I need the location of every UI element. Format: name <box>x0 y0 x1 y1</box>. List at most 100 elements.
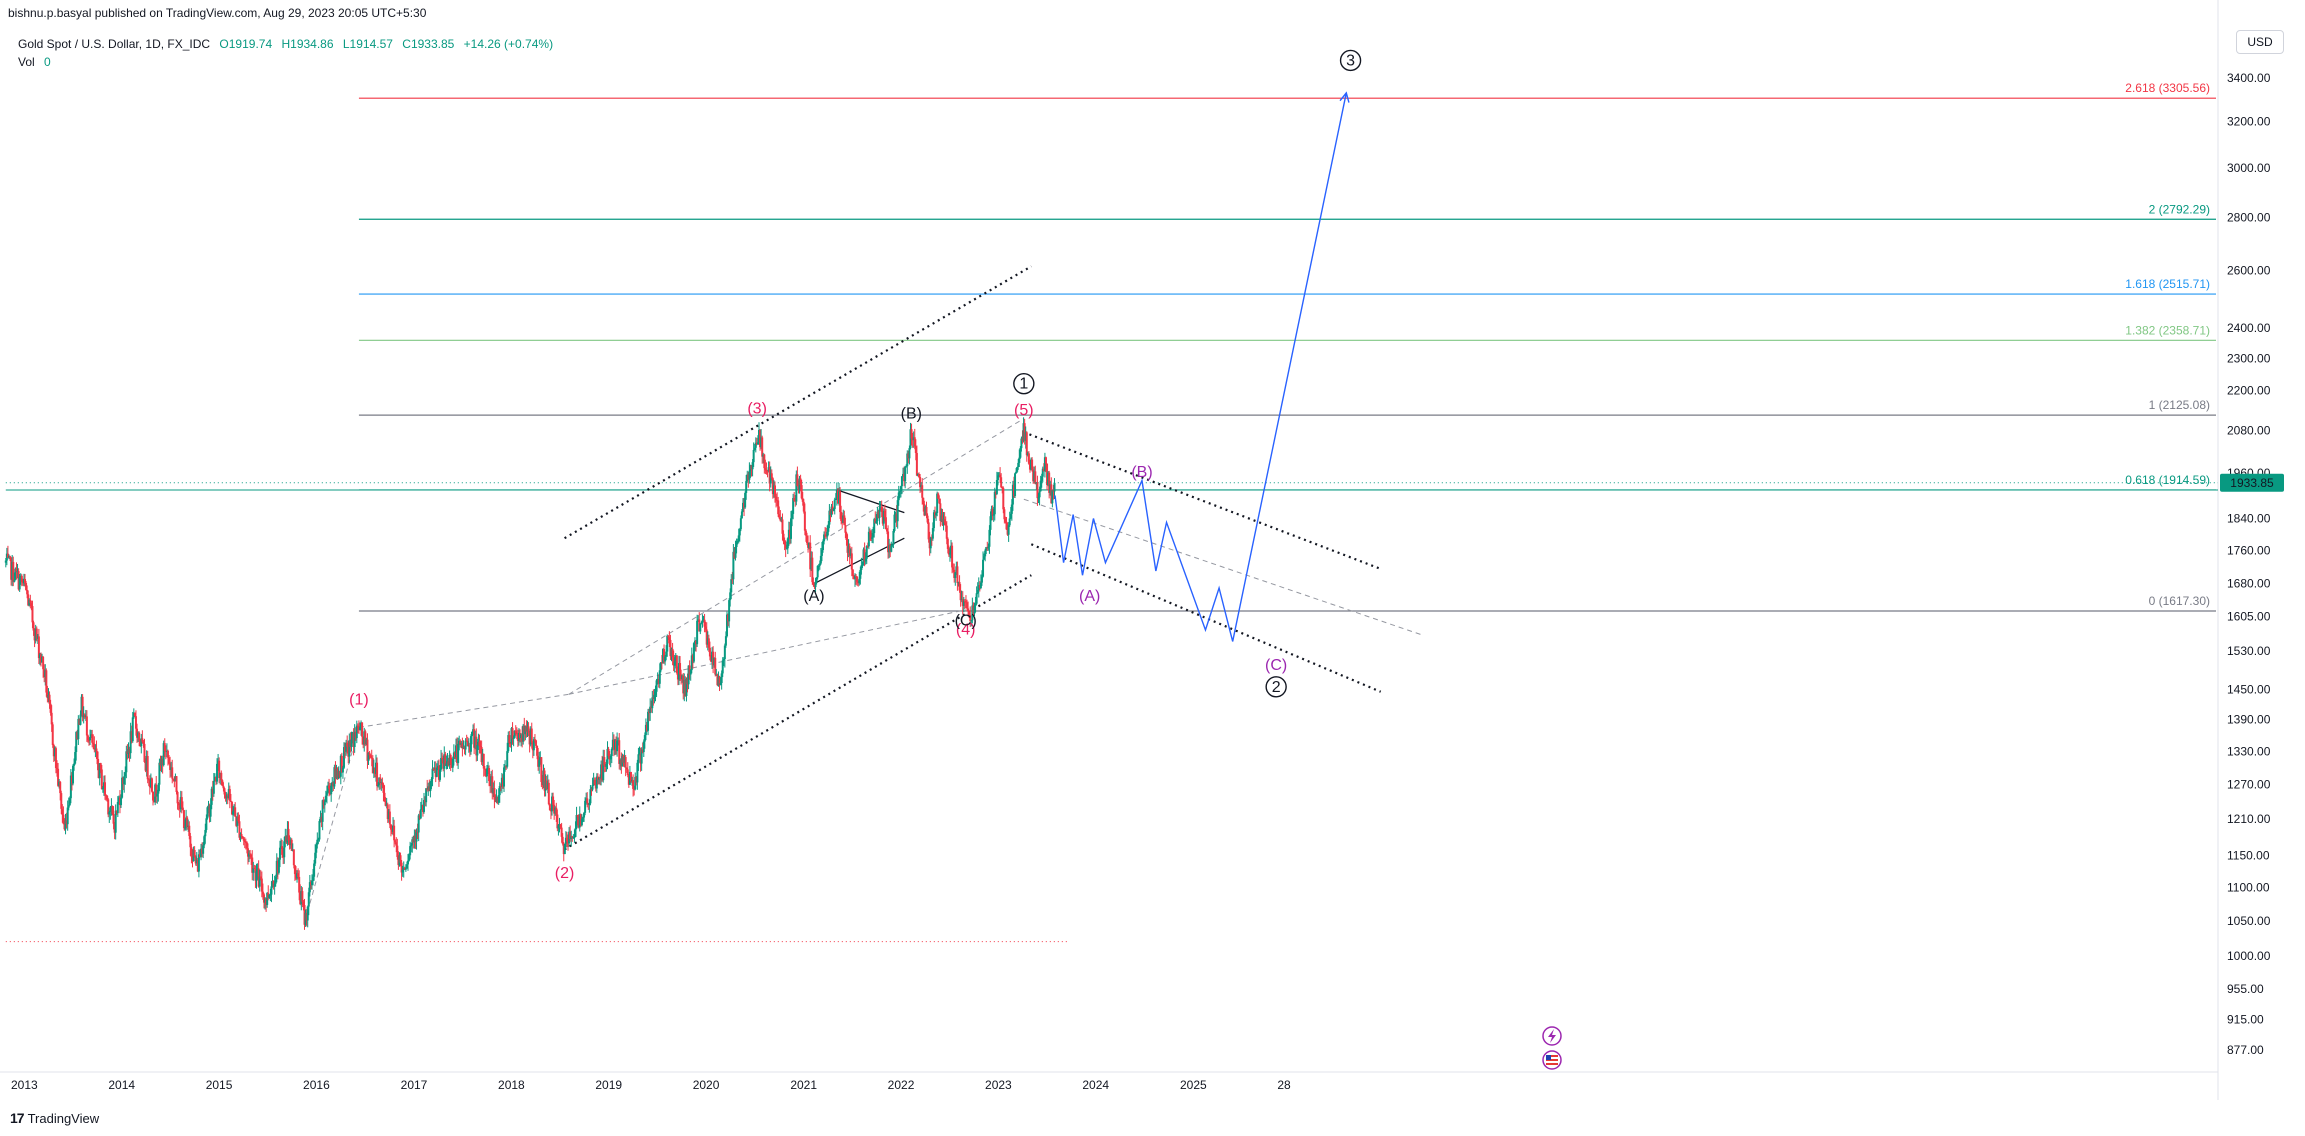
candle-body <box>168 757 171 764</box>
candle <box>684 676 687 697</box>
volume-label[interactable]: Vol <box>18 55 35 69</box>
wave-label[interactable]: (A) <box>803 588 824 605</box>
candle-body <box>879 507 882 509</box>
lightning-icon[interactable] <box>1542 1026 1562 1046</box>
candle <box>146 750 149 784</box>
wave-label[interactable]: (C) <box>1265 657 1287 674</box>
candle-body <box>768 467 771 484</box>
candle <box>325 785 328 804</box>
candle-body <box>109 810 112 812</box>
wave-label[interactable]: (B) <box>1131 464 1152 481</box>
wave-label[interactable]: 1 <box>1013 372 1035 395</box>
candle-body <box>182 810 185 829</box>
candle-body <box>704 626 707 630</box>
candle-body <box>223 788 226 795</box>
candle-body <box>270 886 273 895</box>
currency-selector[interactable]: USD <box>2236 30 2284 54</box>
candle <box>1021 430 1024 444</box>
candle-body <box>900 476 903 487</box>
candle <box>431 760 434 787</box>
candle <box>927 518 930 543</box>
candle-body <box>587 803 590 805</box>
candle-body <box>619 759 622 764</box>
candle <box>666 634 669 657</box>
wave-label[interactable]: (3) <box>747 400 767 417</box>
wave-label-text: 3 <box>1346 52 1355 69</box>
candle-body <box>1046 463 1049 485</box>
candle <box>344 742 347 759</box>
wave-label[interactable]: (B) <box>901 406 922 423</box>
candle <box>673 654 676 673</box>
candle <box>345 739 348 756</box>
candle-body <box>817 565 820 567</box>
candle <box>124 766 127 785</box>
wave-label[interactable]: (C) <box>955 612 977 629</box>
candle <box>15 562 18 580</box>
candle <box>734 540 737 561</box>
candle-body <box>967 608 970 612</box>
candle <box>976 582 979 595</box>
wave-label[interactable]: 3 <box>1339 49 1362 72</box>
candle <box>1038 486 1041 506</box>
candle <box>298 870 301 901</box>
tradingview-brand[interactable]: 17 TradingView <box>10 1110 99 1126</box>
candle-body <box>603 757 606 766</box>
candle-body <box>205 818 208 830</box>
candle <box>28 598 31 607</box>
candle-body <box>154 784 157 803</box>
candle-body <box>700 622 703 624</box>
wave-label[interactable]: (2) <box>555 865 575 882</box>
wave-label[interactable]: 2 <box>1265 676 1287 698</box>
candle-body <box>48 694 51 704</box>
wave-label[interactable]: (A) <box>1079 588 1100 605</box>
candle-body <box>380 782 383 784</box>
wave-label[interactable]: (4) <box>956 622 976 639</box>
candle-body <box>850 553 853 570</box>
candle <box>1035 481 1038 490</box>
candle <box>972 602 975 616</box>
candle <box>716 673 719 687</box>
volume-row: Vol 0 <box>18 53 553 71</box>
candle <box>703 613 706 633</box>
candle-body <box>287 828 290 841</box>
candle <box>401 865 404 877</box>
candle-body <box>202 845 205 854</box>
candle <box>6 545 9 559</box>
wave-label[interactable]: (1) <box>349 691 369 708</box>
candle <box>747 471 750 488</box>
candle-body <box>252 868 255 873</box>
us-flag-icon[interactable] <box>1542 1050 1562 1070</box>
candle-body <box>259 876 262 879</box>
candle <box>38 652 41 666</box>
candle-body <box>777 500 780 515</box>
symbol-name[interactable]: Gold Spot / U.S. Dollar, 1D, FX_IDC <box>18 37 211 51</box>
candle <box>679 656 682 681</box>
candle-body <box>859 570 862 579</box>
wave-label[interactable]: (5) <box>1014 402 1034 419</box>
candle <box>165 743 168 758</box>
candle <box>296 870 299 883</box>
candle <box>804 528 807 542</box>
candle-body <box>229 800 232 802</box>
candle-body <box>426 788 429 790</box>
last-price-tag[interactable]: 1933.85 <box>2220 473 2284 492</box>
candle-body <box>57 768 60 786</box>
candle-body <box>836 490 839 504</box>
candle <box>894 511 897 523</box>
candle <box>858 571 861 586</box>
candle <box>66 800 69 831</box>
candle-body <box>858 578 861 584</box>
candle-body <box>73 763 76 766</box>
candle <box>27 590 30 607</box>
close-value: C1933.85 <box>402 37 455 51</box>
candle-body <box>195 859 198 864</box>
candle-body <box>68 798 71 806</box>
candle-body <box>952 567 955 570</box>
candle-body <box>838 491 841 504</box>
y-tick-label: 1390.00 <box>2227 713 2271 727</box>
candle-body <box>913 437 916 447</box>
candle <box>600 760 603 786</box>
candle-body <box>403 867 406 870</box>
candle <box>22 573 25 587</box>
